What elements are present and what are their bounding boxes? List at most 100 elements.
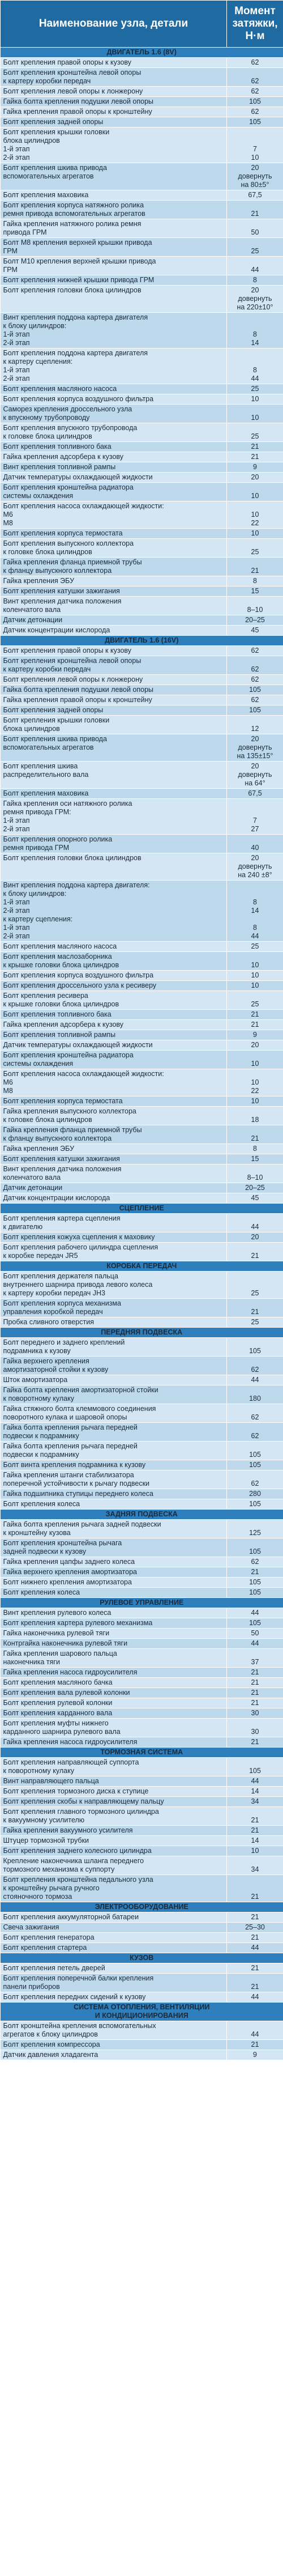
table-row: Болт крепления крышки головки блока цили… bbox=[0, 127, 283, 163]
torque-value-cell: 21 bbox=[226, 1825, 283, 1836]
torque-value-cell: 21 bbox=[226, 1242, 283, 1261]
part-name-cell: Гайка болта крепления подушки левой опор… bbox=[0, 96, 227, 107]
table-row: Болт крепления петель дверей 21 bbox=[0, 1963, 283, 1974]
table-row: Болт крепления рабочего цилиндра сцеплен… bbox=[0, 1242, 283, 1261]
torque-value-cell: 62 bbox=[226, 57, 283, 68]
table-row: Болт крепления скобы к направляющему пал… bbox=[0, 1796, 283, 1807]
table-row: Гайка стяжного болта клеммового соединен… bbox=[0, 1404, 283, 1423]
table-row: Болт кронштейна крепления вспомогательны… bbox=[0, 2021, 283, 2040]
torque-value-cell: 20 bbox=[226, 1040, 283, 1051]
part-name-cell: Болт крепления колеса bbox=[0, 1499, 227, 1510]
part-name-cell: Болт крепления стартера bbox=[0, 1942, 227, 1953]
torque-value-cell: 25 bbox=[226, 991, 283, 1010]
torque-value-cell: 10 bbox=[226, 1096, 283, 1107]
table-row: Датчик температуры охлаждающей жидкости 2… bbox=[0, 472, 283, 483]
table-row: Гайка крепления выпускного коллектора к … bbox=[0, 1106, 283, 1125]
torque-value-cell: 105 bbox=[226, 705, 283, 716]
part-name-cell: Гайка верхнего крепления амортизатора bbox=[0, 1567, 227, 1578]
section-title: ТОРМОЗНАЯ СИСТЕМА bbox=[0, 1747, 283, 1758]
torque-value-cell: 10 bbox=[226, 1846, 283, 1856]
torque-value-cell: 125 bbox=[226, 1519, 283, 1538]
part-name-cell: Штуцер тормозной трубки bbox=[0, 1835, 227, 1846]
part-name-cell: Болт крепления маховика bbox=[0, 788, 227, 799]
torque-value-cell: 20 довернуть на 240 ±8° bbox=[226, 853, 283, 881]
table-row: Болт крепления кронштейна педального узл… bbox=[0, 1874, 283, 1902]
table-row: Болт нижнего крепления амортизатора 105 bbox=[0, 1577, 283, 1588]
table-row: Винт крепления датчика положения коленча… bbox=[0, 1164, 283, 1183]
part-name-cell: Болт крепления рулевой колонки bbox=[0, 1698, 227, 1708]
torque-value-cell: 21 bbox=[226, 1677, 283, 1688]
torque-value-cell: 20–25 bbox=[226, 1183, 283, 1193]
section-title: РУЛЕВОЕ УПРАВЛЕНИЕ bbox=[0, 1597, 283, 1608]
table-row: Винт крепления поддона картера двигателя… bbox=[0, 312, 283, 348]
part-name-cell: Болт крепления скобы к направляющему пал… bbox=[0, 1796, 227, 1807]
table-row: Болт крепления муфты нижнего карданного … bbox=[0, 1718, 283, 1737]
table-row: Гайка болта крепления подушки левой опор… bbox=[0, 685, 283, 695]
table-row: Болт крепления правой опоры к кузову 62 bbox=[0, 57, 283, 68]
part-name-cell: Болт крепления держателя пальца внутренн… bbox=[0, 1271, 227, 1299]
table-row: Болт крепления топливной рампы 9 bbox=[0, 1030, 283, 1040]
table-row: Болт крепления головки блока цилиндров 20… bbox=[0, 285, 283, 313]
part-name-cell: Гайка крепления насоса гидроусилителя bbox=[0, 1737, 227, 1748]
table-row: Гайка крепления адсорбера к кузову 21 bbox=[0, 452, 283, 462]
table-row: Гайка крепления ЭБУ 8 bbox=[0, 1144, 283, 1154]
header-row: Наименование узла, детали Момент затяжки… bbox=[0, 0, 283, 48]
torque-value-cell: 105 bbox=[226, 117, 283, 127]
torque-value-cell: 25 bbox=[226, 1317, 283, 1328]
torque-value-cell: 10 bbox=[226, 951, 283, 971]
part-name-cell: Гайка крепления правой опоры к кронштейн… bbox=[0, 107, 227, 117]
table-row: Гайка крепления фланца приемной трубы к … bbox=[0, 1125, 283, 1144]
torque-value-cell: 8 bbox=[226, 275, 283, 286]
table-row: Болт крепления опорного ролика ремня при… bbox=[0, 834, 283, 853]
table-row: Пробка сливного отверстия 25 bbox=[0, 1317, 283, 1328]
torque-value-cell: 8–10 bbox=[226, 596, 283, 615]
part-name-cell: Гайка крепления цапфы заднего колеса bbox=[0, 1557, 227, 1567]
part-name-cell: Болт крепления заднего колесного цилиндр… bbox=[0, 1846, 227, 1856]
section-title: ДВИГАТЕЛЬ 1.6 (8V) bbox=[0, 47, 283, 58]
part-name-cell: Гайка крепления ЭБУ bbox=[0, 576, 227, 586]
torque-value-cell: 105 bbox=[226, 1757, 283, 1776]
part-name-cell: Болт крепления дроссельного узла к ресив… bbox=[0, 980, 227, 991]
part-name-cell: Болт крепления шкива распределительного … bbox=[0, 761, 227, 789]
table-row: Болт крепления катушки зажигания 15 bbox=[0, 586, 283, 597]
torque-value-cell: 105 bbox=[226, 1577, 283, 1588]
section-header-row: КОРОБКА ПЕРЕДАЧ bbox=[0, 1261, 283, 1272]
torque-value-cell: 8 bbox=[226, 1144, 283, 1154]
part-name-cell: Болт крепления вала рулевой колонки bbox=[0, 1687, 227, 1698]
part-name-cell: Гайка крепления адсорбера к кузову bbox=[0, 452, 227, 462]
table-row: Болт крепления кронштейна левой опоры к … bbox=[0, 656, 283, 675]
torque-value-cell: 105 bbox=[226, 1587, 283, 1598]
part-name-cell: Гайка крепления адсорбера к кузову bbox=[0, 1019, 227, 1030]
part-name-cell: Болт крепления картера сцепления к двига… bbox=[0, 1213, 227, 1232]
torque-value-cell: 10 bbox=[226, 970, 283, 981]
table-row: Шток амортизатора 44 bbox=[0, 1375, 283, 1385]
part-name-cell: Винт крепления топливной рампы bbox=[0, 462, 227, 473]
part-name-cell: Болт крепления катушки зажигания bbox=[0, 1154, 227, 1164]
table-row: Саморез крепления дроссельного узла к вп… bbox=[0, 404, 283, 423]
table-row: Гайка верхнего крепления амортизатора 21 bbox=[0, 1567, 283, 1578]
table-row: Болт крепления кронштейна рычага задней … bbox=[0, 1538, 283, 1557]
torque-value-cell: 9 bbox=[226, 462, 283, 473]
part-name-cell: Болт крепления опорного ролика ремня при… bbox=[0, 834, 227, 853]
torque-value-cell: 21 bbox=[226, 1687, 283, 1698]
torque-value-cell: 62 bbox=[226, 1470, 283, 1489]
torque-value-cell: 14 bbox=[226, 1835, 283, 1846]
table-row: Болт крепления главного тормозного цилин… bbox=[0, 1806, 283, 1826]
table-row: Винт крепления поддона картера двигателя… bbox=[0, 880, 283, 942]
section-title: СЦЕПЛЕНИЕ bbox=[0, 1203, 283, 1214]
part-name-cell: Болт крепления ресивера к крышке головки… bbox=[0, 991, 227, 1010]
part-name-cell: Болт крепления аккумуляторной батареи bbox=[0, 1912, 227, 1923]
torque-value-cell: 10 22 bbox=[226, 501, 283, 529]
table-row: Гайка крепления оси натяжного ролика рем… bbox=[0, 798, 283, 835]
part-name-cell: Гайка верхнего крепления амортизаторной … bbox=[0, 1356, 227, 1375]
table-row: Болт крепления масляного насоса 25 bbox=[0, 941, 283, 952]
torque-value-cell: 21 bbox=[226, 1973, 283, 1992]
torque-value-cell: 8 44 bbox=[226, 348, 283, 384]
table-row: Гайка наконечника рулевой тяги 50 bbox=[0, 1628, 283, 1639]
torque-value-cell: 10 bbox=[226, 482, 283, 501]
torque-value-cell: 105 bbox=[226, 1441, 283, 1460]
table-row: Крепление наконечника шланга переднего т… bbox=[0, 1856, 283, 1875]
table-row: Гайка болта крепления рычага задней подв… bbox=[0, 1519, 283, 1538]
table-row: Болт крепления задней опоры 105 bbox=[0, 117, 283, 127]
part-name-cell: Болт кронштейна крепления вспомогательны… bbox=[0, 2021, 227, 2040]
